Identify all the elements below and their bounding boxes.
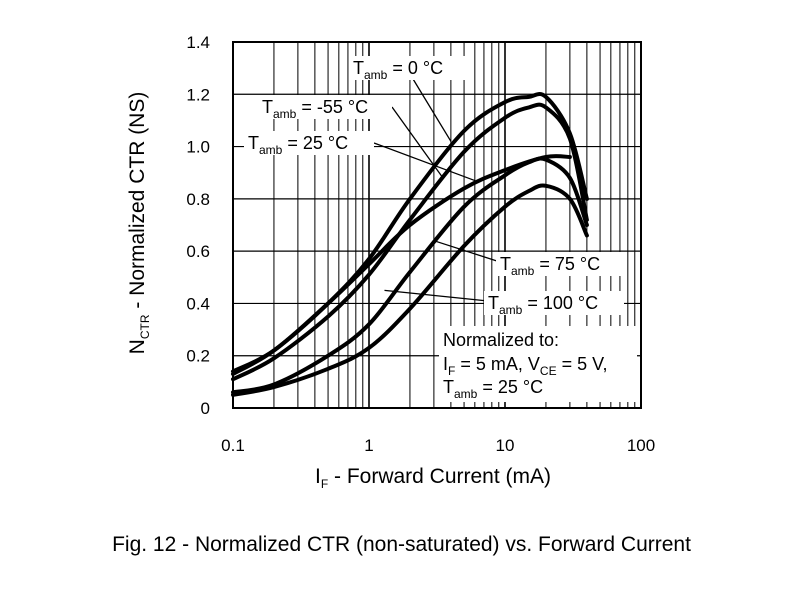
svg-text:Tamb = 25 °C: Tamb = 25 °C	[248, 133, 348, 157]
x-tick-label: 100	[627, 436, 655, 455]
svg-text:Tamb = -55 °C: Tamb = -55 °C	[262, 97, 368, 121]
series-label-minus55c: Tamb = -55 °C	[258, 95, 392, 121]
x-tick-label: 0.1	[221, 436, 245, 455]
y-tick-label: 0.4	[186, 294, 210, 313]
chart: 0 0.2 0.4 0.6 0.8 1.0 1.2 1.4 0.1 1 10 100 IF - For…	[126, 33, 655, 491]
label-leader-4	[384, 289, 489, 302]
y-tick-label: 1.4	[186, 33, 210, 52]
normalization-note: Normalized to: IF = 5 mA, VCE = 5 V, Tam…	[439, 326, 637, 402]
y-tick-label: 0	[201, 399, 210, 418]
label-leader-3	[433, 240, 501, 263]
y-tick-label: 0.2	[186, 347, 210, 366]
tick-labels: 0 0.2 0.4 0.6 0.8 1.0 1.2 1.4 0.1 1 10 100	[186, 33, 655, 455]
note-line-2: IF = 5 mA, VCE = 5 V,	[443, 354, 607, 378]
label-leader-0	[409, 73, 452, 142]
series-line-4	[231, 183, 589, 397]
x-tick-label: 10	[496, 436, 515, 455]
x-tick-label: 1	[364, 436, 373, 455]
figure-caption: Fig. 12 - Normalized CTR (non-saturated)…	[112, 533, 691, 556]
series-label-75c: Tamb = 75 °C	[496, 252, 624, 278]
y-tick-label: 1.0	[186, 138, 210, 157]
series-label-0c: Tamb = 0 °C	[349, 56, 467, 82]
series-line-3	[231, 156, 589, 395]
label-leader-2	[373, 142, 476, 182]
y-axis-title: NCTR - Normalized CTR (NS)	[126, 92, 152, 355]
y-tick-label: 0.8	[186, 190, 210, 209]
y-tick-label: 1.2	[186, 85, 210, 104]
plot-frame	[232, 41, 642, 409]
series-label-25c: Tamb = 25 °C	[244, 131, 374, 157]
curves	[231, 91, 589, 397]
svg-text:Tamb = 75 °C: Tamb = 75 °C	[500, 254, 600, 278]
note-line-1: Normalized to:	[443, 330, 559, 350]
y-tick-label: 0.6	[186, 242, 210, 261]
svg-text:Tamb = 100 °C: Tamb = 100 °C	[488, 293, 598, 317]
svg-text:Tamb = 0 °C: Tamb = 0 °C	[353, 58, 443, 82]
note-line-3: Tamb = 25 °C	[443, 377, 543, 401]
label-leader-1	[391, 106, 444, 179]
series-label-100c: Tamb = 100 °C	[484, 291, 624, 317]
label-leaders	[373, 73, 501, 302]
x-axis-title: IF - Forward Current (mA)	[315, 465, 551, 491]
series-line-1	[231, 102, 589, 382]
